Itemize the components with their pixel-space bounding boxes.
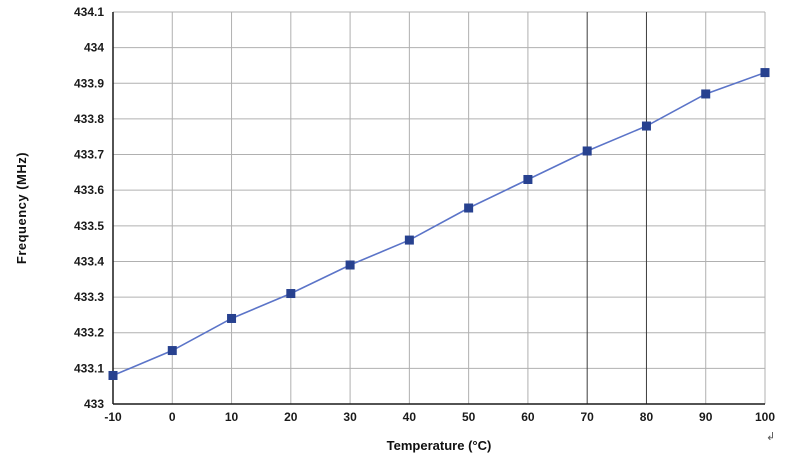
y-tick-label: 433.7 [74, 148, 104, 162]
x-tick-label: 80 [640, 410, 654, 424]
data-point-marker [523, 174, 533, 184]
data-point-marker [108, 370, 118, 380]
data-point-marker [345, 260, 355, 270]
y-tick-label: 433 [84, 397, 104, 411]
x-tick-label: 90 [699, 410, 713, 424]
x-tick-label: 50 [462, 410, 476, 424]
data-point-marker [404, 235, 414, 245]
x-tick-label: 20 [284, 410, 298, 424]
y-tick-label: 433.8 [74, 112, 104, 126]
x-tick-label: 30 [343, 410, 357, 424]
x-axis-title: Temperature (°C) [386, 438, 492, 453]
y-tick-label: 433.2 [74, 326, 104, 340]
x-tick-label: 40 [403, 410, 417, 424]
y-tick-label: 433.4 [74, 254, 104, 268]
x-tick-label: 100 [755, 410, 775, 424]
data-point-marker [641, 121, 651, 131]
y-tick-label: 433.3 [74, 290, 104, 304]
x-tick-label: 70 [581, 410, 595, 424]
x-tick-label: 0 [169, 410, 176, 424]
data-point-marker [701, 89, 711, 99]
y-tick-label: 433.6 [74, 183, 104, 197]
data-point-marker [286, 289, 296, 299]
x-tick-label: -10 [104, 410, 122, 424]
data-point-marker [464, 203, 474, 213]
data-point-marker [582, 146, 592, 156]
y-tick-label: 433.9 [74, 76, 104, 90]
y-tick-label: 434.1 [74, 5, 104, 19]
y-tick-label: 434 [84, 41, 104, 55]
y-tick-label: 433.1 [74, 361, 104, 375]
x-tick-label: 10 [225, 410, 239, 424]
cursor-artifact-icon: ↲ [766, 431, 776, 443]
y-tick-label: 433.5 [74, 219, 104, 233]
series-line [112, 71, 766, 377]
x-tick-label: 60 [521, 410, 535, 424]
data-point-marker [167, 346, 177, 356]
data-point-marker [760, 68, 770, 78]
data-point-marker [227, 313, 237, 323]
